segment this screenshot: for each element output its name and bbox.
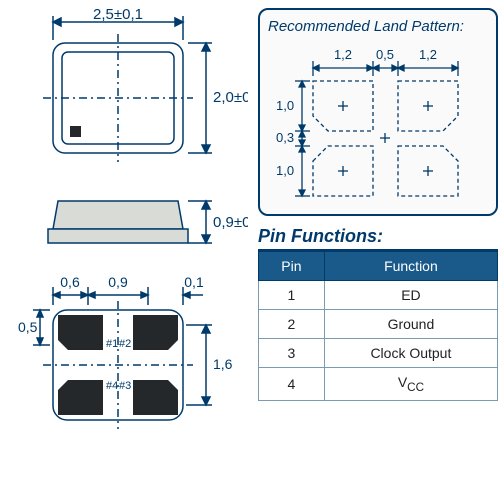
side-view-drawing: 0,9±0,1: [8, 189, 248, 259]
pin-col-header: Pin: [259, 252, 325, 281]
svg-text:0,9: 0,9: [108, 274, 128, 290]
svg-text:1,2: 1,2: [419, 47, 437, 62]
svg-text:0,5: 0,5: [18, 319, 38, 335]
pin-function: Ground: [324, 310, 497, 339]
dim-height: 2,0±0,1: [213, 89, 248, 106]
pin-functions-section: Pin Functions: Pin Function 1ED2Ground3C…: [258, 226, 498, 401]
svg-text:1,0: 1,0: [276, 98, 294, 113]
svg-text:#2: #2: [119, 338, 131, 350]
pin-number: 2: [259, 310, 325, 339]
land-pattern-drawing: 1,2 0,5 1,2 1,0: [268, 41, 478, 206]
svg-text:0,3: 0,3: [276, 130, 294, 145]
svg-text:0,6: 0,6: [60, 274, 80, 290]
pin-function: VCC: [324, 368, 497, 401]
land-pattern-title: Recommended Land Pattern:: [268, 18, 488, 35]
table-row: 2Ground: [259, 310, 498, 339]
svg-text:0,1: 0,1: [184, 274, 204, 290]
pin-number: 1: [259, 281, 325, 310]
pin-number: 4: [259, 368, 325, 401]
table-row: 1ED: [259, 281, 498, 310]
table-row: 3Clock Output: [259, 339, 498, 368]
svg-text:0,5: 0,5: [376, 47, 394, 62]
svg-text:#4: #4: [106, 380, 118, 392]
svg-text:1,0: 1,0: [276, 163, 294, 178]
svg-text:#1: #1: [106, 338, 118, 350]
table-row: 4VCC: [259, 368, 498, 401]
svg-text:1,6: 1,6: [213, 356, 233, 372]
dim-side-height: 0,9±0,1: [213, 214, 248, 231]
func-col-header: Function: [324, 252, 497, 281]
svg-text:1,2: 1,2: [334, 47, 352, 62]
bottom-view-drawing: 0,6 0,9 0,1 0,5: [8, 265, 248, 465]
top-view-drawing: 2,5±0,1 2,0±0,1: [8, 8, 248, 183]
svg-text:#3: #3: [119, 380, 131, 392]
pin-functions-table: Pin Function 1ED2Ground3Clock Output4VCC: [258, 251, 498, 401]
land-pattern-panel: Recommended Land Pattern:: [258, 8, 498, 216]
pin-functions-title: Pin Functions:: [258, 226, 498, 251]
pin-function: ED: [324, 281, 497, 310]
dim-width: 2,5±0,1: [93, 8, 143, 23]
pin-function: Clock Output: [324, 339, 497, 368]
pin-number: 3: [259, 339, 325, 368]
